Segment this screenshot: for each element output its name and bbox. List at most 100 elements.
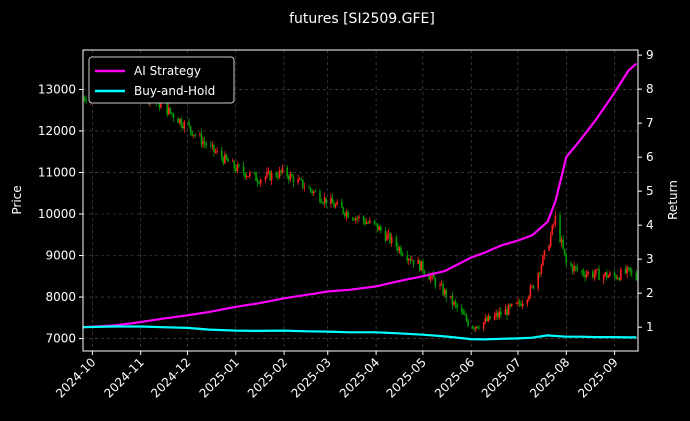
candle-body bbox=[225, 154, 228, 160]
candle-body bbox=[401, 254, 404, 256]
price-tick-label: 12000 bbox=[38, 124, 76, 138]
candle-body bbox=[292, 176, 295, 183]
candle-body bbox=[607, 275, 610, 278]
price-tick-label: 11000 bbox=[38, 165, 76, 179]
return-tick-label: 2 bbox=[646, 286, 654, 300]
candle-body bbox=[336, 202, 338, 205]
candle-body bbox=[593, 274, 596, 278]
candle-body bbox=[266, 172, 268, 177]
candle-body bbox=[542, 255, 544, 266]
candle-body bbox=[238, 164, 240, 167]
candle-body bbox=[344, 213, 346, 217]
candle-body bbox=[400, 247, 402, 255]
candle-body bbox=[615, 275, 617, 279]
candle-body bbox=[213, 144, 215, 152]
candle-body bbox=[270, 172, 273, 181]
candle-body bbox=[515, 302, 518, 304]
candle-body bbox=[259, 179, 262, 184]
candle-body bbox=[440, 284, 443, 286]
candle-body bbox=[454, 301, 457, 305]
candle-body bbox=[281, 167, 284, 173]
candle-body bbox=[258, 182, 260, 184]
candle-body bbox=[319, 191, 321, 202]
price-axis: 7000 8000 9000 10000 11000 12000 13000 bbox=[38, 82, 83, 346]
candle-body bbox=[565, 254, 568, 263]
candle-body bbox=[191, 131, 193, 136]
price-tick-label: 9000 bbox=[45, 249, 76, 263]
candle-body bbox=[386, 234, 388, 241]
candle-body bbox=[214, 151, 217, 153]
candle-body bbox=[342, 207, 345, 214]
chart-title: futures [SI2509.GFE] bbox=[289, 11, 435, 27]
candle-body bbox=[311, 190, 313, 194]
candle-body bbox=[422, 261, 424, 271]
candle-body bbox=[627, 267, 630, 269]
candle-body bbox=[418, 260, 421, 271]
candle-body bbox=[626, 267, 628, 274]
candle-body bbox=[559, 215, 561, 243]
candle-body bbox=[409, 259, 412, 261]
candle-body bbox=[476, 326, 479, 328]
candle-body bbox=[591, 271, 594, 278]
candle-body bbox=[203, 141, 206, 144]
candle-body bbox=[390, 236, 393, 243]
candle-body bbox=[364, 220, 366, 224]
candle-body bbox=[616, 277, 619, 279]
candle-body bbox=[504, 309, 507, 315]
candle-body bbox=[451, 295, 454, 305]
candle-body bbox=[244, 172, 246, 178]
return-tick-label: 4 bbox=[646, 218, 654, 232]
candle-body bbox=[630, 271, 633, 273]
series-line-ai-strategy bbox=[82, 62, 638, 329]
candle-body bbox=[538, 273, 541, 275]
candle-body bbox=[277, 176, 279, 178]
candle-body bbox=[378, 226, 381, 231]
candle-body bbox=[291, 174, 293, 177]
candle-body bbox=[249, 172, 251, 177]
candle-body bbox=[379, 226, 382, 231]
candle-body bbox=[473, 328, 476, 330]
candle-body bbox=[330, 197, 332, 205]
candle-body bbox=[532, 285, 535, 289]
candle-body bbox=[464, 314, 466, 316]
candle-body bbox=[297, 179, 299, 183]
candle-body bbox=[169, 107, 172, 113]
return-tick-label: 7 bbox=[646, 116, 654, 130]
candle-body bbox=[517, 301, 519, 303]
candle-body bbox=[395, 236, 398, 247]
candle-body bbox=[298, 178, 301, 180]
return-tick-label: 1 bbox=[646, 320, 654, 334]
candle-body bbox=[462, 311, 465, 315]
plot-frame bbox=[82, 49, 639, 352]
candle-body bbox=[585, 273, 588, 278]
candle-body bbox=[595, 269, 597, 275]
candle-body bbox=[554, 215, 557, 224]
candle-body bbox=[543, 250, 546, 256]
candle-body bbox=[596, 269, 599, 271]
candle-body bbox=[506, 309, 508, 315]
price-axis-label: Price bbox=[10, 185, 24, 214]
candle-body bbox=[456, 304, 458, 308]
candle-body bbox=[613, 272, 616, 276]
candle-body bbox=[178, 118, 181, 123]
candle-body bbox=[278, 170, 281, 178]
candle-body bbox=[200, 134, 203, 145]
candle-body bbox=[496, 313, 499, 317]
candle-body bbox=[606, 272, 608, 278]
price-tick-label: 8000 bbox=[45, 290, 76, 304]
candle-body bbox=[387, 233, 390, 235]
candle-body bbox=[264, 176, 267, 180]
candle-body bbox=[445, 289, 448, 298]
candle-body bbox=[397, 246, 399, 251]
candle-body bbox=[489, 315, 491, 320]
candle-body bbox=[308, 187, 310, 189]
candle-body bbox=[398, 247, 401, 251]
candle-body bbox=[570, 262, 572, 266]
candle-body bbox=[222, 157, 225, 164]
candle-body bbox=[510, 303, 513, 307]
candle-body bbox=[620, 269, 622, 280]
return-tick-label: 6 bbox=[646, 150, 654, 164]
candle-body bbox=[604, 272, 607, 276]
legend: AI Strategy Buy-and-Hold bbox=[88, 56, 235, 104]
